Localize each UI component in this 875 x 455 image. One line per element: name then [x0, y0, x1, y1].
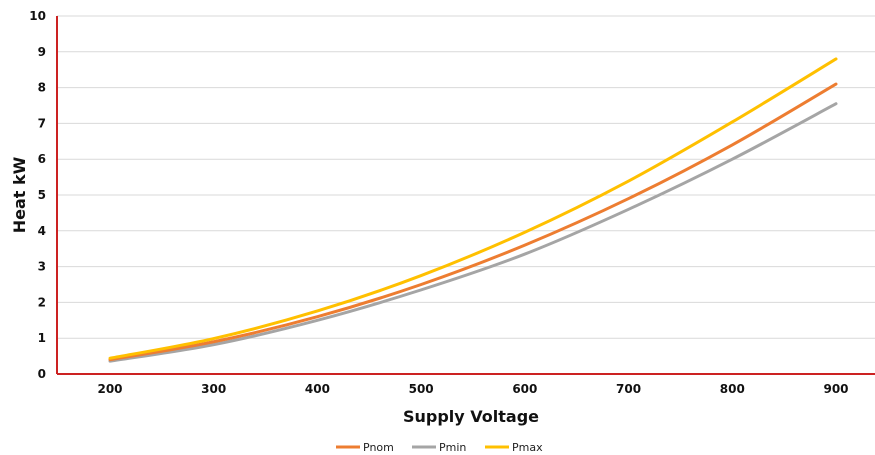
x-axis-ticks: 200 300 400 500 600 700 800 900 — [97, 382, 848, 396]
legend-item-pnom: Pnom — [336, 441, 394, 454]
y-tick-label: 6 — [38, 152, 46, 166]
y-tick-label: 10 — [29, 9, 46, 23]
x-tick-label: 600 — [512, 382, 537, 396]
y-tick-label: 9 — [38, 45, 46, 59]
series-line-pmin — [108, 102, 838, 363]
x-tick-label: 500 — [409, 382, 434, 396]
legend: Pnom Pmin Pmax — [336, 441, 543, 454]
x-tick-label: 700 — [616, 382, 641, 396]
x-tick-label: 900 — [823, 382, 848, 396]
y-axis-title: Heat kW — [10, 156, 29, 233]
y-tick-label: 5 — [38, 188, 46, 202]
y-tick-label: 8 — [38, 81, 46, 95]
y-tick-label: 3 — [38, 260, 46, 274]
y-tick-label: 4 — [38, 224, 46, 238]
legend-label: Pnom — [363, 441, 394, 454]
y-tick-label: 1 — [38, 331, 46, 345]
x-tick-label: 400 — [305, 382, 330, 396]
y-tick-label: 2 — [38, 295, 46, 309]
legend-item-pmin: Pmin — [412, 441, 466, 454]
gridlines — [57, 15, 875, 339]
legend-label: Pmax — [512, 441, 543, 454]
legend-item-pmax: Pmax — [485, 441, 543, 454]
x-tick-label: 800 — [720, 382, 745, 396]
series-line-pmax — [108, 57, 838, 360]
series-line-pnom — [108, 82, 838, 362]
y-tick-label: 0 — [38, 367, 46, 381]
legend-label: Pmin — [439, 441, 466, 454]
y-axis-ticks: 0 1 2 3 4 5 6 7 8 9 10 — [29, 9, 46, 381]
x-axis-title: Supply Voltage — [403, 407, 539, 426]
y-tick-label: 7 — [38, 116, 46, 130]
x-tick-label: 300 — [201, 382, 226, 396]
x-tick-label: 200 — [97, 382, 122, 396]
series-lines — [108, 57, 838, 363]
